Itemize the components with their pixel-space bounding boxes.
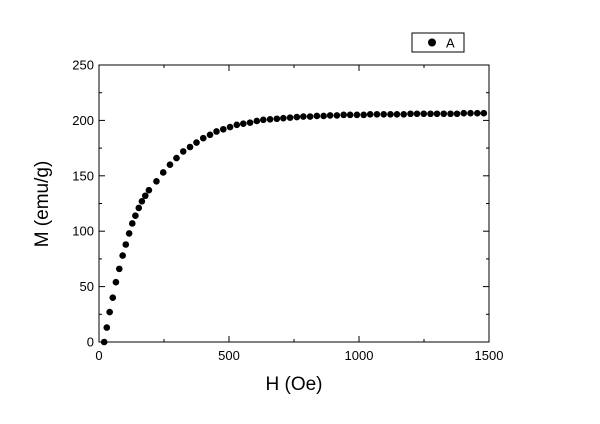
data-point — [286, 114, 294, 121]
tick-labels: 0 500 1000 1500 0 50 100 150 200 250 — [72, 58, 503, 364]
data-point — [480, 109, 488, 117]
data-point — [125, 230, 133, 237]
y-tick-label: 200 — [72, 113, 94, 128]
data-point — [193, 139, 200, 146]
data-point — [246, 119, 254, 126]
data-point — [266, 115, 274, 123]
data-point — [380, 111, 388, 118]
data-point — [159, 169, 167, 176]
data-point — [106, 308, 113, 316]
data-point — [179, 148, 187, 155]
data-point — [273, 115, 281, 123]
y-tick-label: 0 — [87, 335, 94, 350]
data-point — [346, 111, 354, 119]
data-point — [122, 241, 130, 248]
data-point — [407, 110, 414, 118]
data-point — [206, 131, 214, 139]
data-point — [313, 112, 321, 120]
y-tick-label: 150 — [72, 168, 94, 183]
data-point — [387, 111, 394, 118]
data-point — [128, 220, 136, 227]
data-point — [109, 294, 117, 301]
data-point — [135, 204, 143, 212]
data-point — [100, 338, 108, 346]
data-point — [420, 110, 428, 118]
data-point — [103, 324, 111, 331]
data-point — [460, 109, 468, 117]
data-point — [427, 110, 434, 118]
x-tick-label: 500 — [218, 348, 240, 363]
data-point — [447, 110, 454, 118]
data-point — [366, 111, 374, 118]
data-point — [320, 112, 327, 120]
data-point — [219, 125, 227, 133]
y-tick-label: 100 — [72, 224, 94, 239]
data-point — [326, 112, 334, 119]
data-point — [280, 114, 287, 122]
data-point — [186, 143, 194, 151]
legend-box — [411, 32, 465, 53]
data-point — [119, 252, 126, 259]
data-point — [353, 111, 361, 119]
y-tick-label: 250 — [72, 58, 94, 73]
data-point — [413, 110, 421, 118]
data-point — [474, 109, 481, 117]
data-point — [306, 113, 314, 120]
data-point — [173, 154, 180, 162]
data-point — [333, 112, 341, 119]
data-point — [132, 212, 139, 219]
data-point — [213, 128, 220, 135]
data-point — [360, 111, 367, 119]
data-point — [253, 117, 261, 125]
data-point — [166, 161, 174, 169]
legend-label: A — [446, 36, 455, 51]
data-point — [233, 121, 241, 129]
data-point — [153, 178, 160, 185]
x-tick-label: 1500 — [475, 348, 504, 363]
data-point — [240, 120, 247, 128]
x-tick-label: 1000 — [345, 348, 374, 363]
axis-ticks — [98, 64, 490, 343]
data-point — [340, 111, 347, 119]
data-point — [226, 123, 234, 131]
data-point — [400, 111, 408, 118]
data-point — [115, 265, 123, 273]
plot-frame — [98, 64, 490, 343]
data-point — [260, 116, 267, 124]
y-axis-label: M (emu/g) — [32, 161, 53, 248]
x-axis-label: H (Oe) — [266, 374, 323, 395]
data-point — [453, 110, 461, 118]
data-point — [373, 111, 381, 118]
data-point — [393, 111, 401, 118]
legend-marker — [428, 38, 436, 47]
data-point — [138, 197, 146, 205]
data-point — [145, 186, 153, 194]
data-point — [293, 113, 301, 121]
data-point — [199, 134, 207, 142]
data-point — [300, 113, 307, 120]
data-point — [112, 278, 120, 286]
data-point — [433, 110, 441, 118]
x-tick-label: 0 — [95, 348, 102, 363]
legend: A — [411, 32, 465, 53]
data-point — [467, 109, 474, 117]
y-tick-label: 50 — [80, 279, 94, 294]
data-point — [141, 192, 149, 200]
data-points — [100, 109, 488, 346]
data-point — [440, 110, 448, 118]
